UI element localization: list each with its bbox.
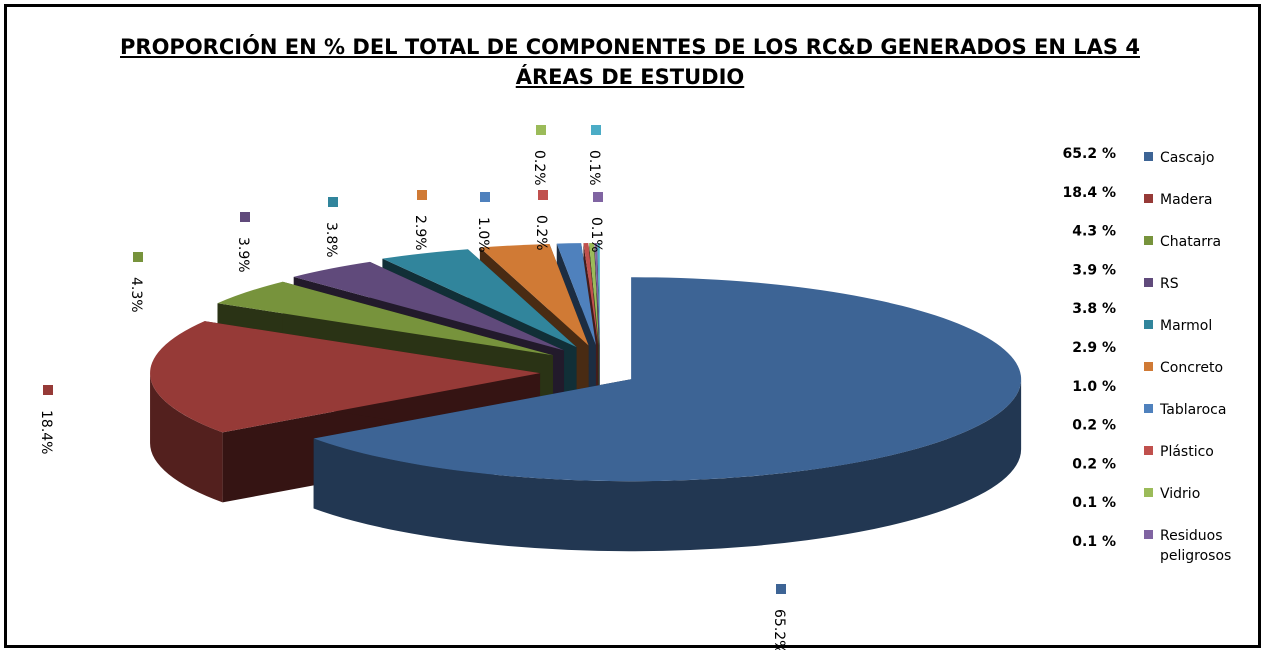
legend-swatch (1144, 488, 1153, 497)
legend-swatch (1144, 362, 1153, 371)
legend-value: 3.9 % (1072, 262, 1116, 278)
legend-label: Vidrio (1160, 486, 1200, 502)
legend-label: Cascajo (1160, 150, 1214, 166)
legend-value: 1.0 % (1072, 379, 1116, 395)
legend-label: RS (1160, 276, 1179, 292)
label-marker (591, 125, 601, 135)
legend-swatch (1144, 152, 1153, 161)
legend-swatch (1144, 236, 1153, 245)
legend-swatch (1144, 278, 1153, 287)
legend-swatch (1144, 320, 1153, 329)
legend-value: 2.9 % (1072, 340, 1116, 356)
legend-value: 65.2 % (1063, 146, 1116, 162)
legend-swatch (1144, 194, 1153, 203)
slice (313, 277, 1022, 482)
legend-value: 3.8 % (1072, 301, 1116, 317)
legend-swatch (1144, 404, 1153, 413)
legend-value: 0.2 % (1072, 418, 1116, 434)
slice (589, 243, 599, 345)
slice (479, 244, 589, 346)
data-label: 1.0% (475, 217, 491, 253)
slice (556, 243, 596, 346)
data-label: 18.4% (38, 410, 54, 454)
legend-swatch (1144, 446, 1153, 455)
legend-label: Madera (1160, 192, 1213, 208)
label-marker (538, 190, 548, 200)
data-label: 0.2% (533, 215, 549, 251)
legend-value: 18.4 % (1063, 185, 1116, 201)
data-label: 65.2% (771, 609, 787, 650)
legend-label: Tablaroca (1159, 402, 1226, 418)
data-label: 0.1% (586, 150, 602, 186)
legend-value: 0.2 % (1072, 456, 1116, 472)
data-label: 0.2% (531, 150, 547, 186)
label-marker (240, 212, 250, 222)
slice (594, 243, 600, 345)
data-label: 4.3% (128, 277, 144, 313)
data-label: 3.8% (323, 222, 339, 258)
slice (597, 242, 600, 345)
legend-label-line: Residuos (1160, 528, 1227, 544)
label-marker (43, 385, 53, 395)
legend-swatch (1144, 530, 1153, 539)
label-marker (417, 190, 427, 200)
slice-side (313, 379, 1022, 552)
label-marker (776, 584, 786, 594)
legend-label: Concreto (1160, 360, 1223, 376)
label-marker (593, 192, 603, 202)
data-label: 0.1% (588, 217, 604, 253)
slice (293, 261, 565, 351)
legend-label: Plástico (1160, 444, 1214, 460)
slice (150, 321, 541, 433)
label-marker (480, 192, 490, 202)
legend-label: Marmol (1160, 318, 1212, 334)
slice (217, 281, 553, 356)
frame (4, 4, 1261, 648)
legend-value: 4.3 % (1072, 224, 1116, 240)
legend-value: 0.1 % (1072, 534, 1116, 550)
data-label: 2.9% (412, 215, 428, 251)
slice-side (150, 373, 223, 503)
data-label: 3.9% (235, 237, 251, 273)
label-marker (536, 125, 546, 135)
label-marker (133, 252, 143, 262)
legend-value: 0.1 % (1072, 495, 1116, 511)
label-marker (328, 197, 338, 207)
slice (382, 249, 577, 348)
legend-label-line: peligrosos (1160, 548, 1231, 564)
legend-label: Residuos peligrosos (1160, 528, 1231, 564)
legend-label: Chatarra (1160, 234, 1221, 250)
chart-title: PROPORCIÓN EN % DEL TOTAL DE COMPONENTES… (120, 35, 1140, 89)
slice (583, 243, 599, 346)
